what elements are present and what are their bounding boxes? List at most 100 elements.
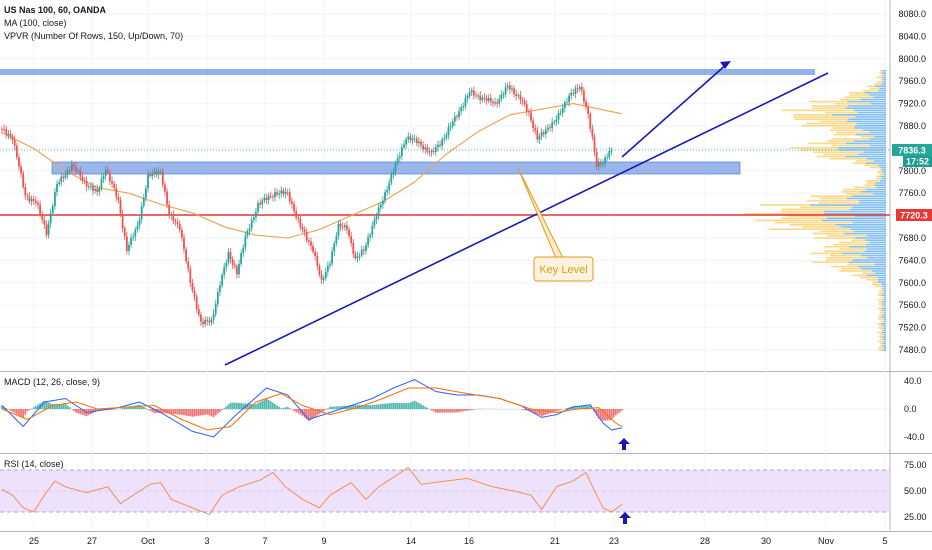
macd-hist-down bbox=[187, 409, 190, 416]
date-tick-label: 25 bbox=[29, 536, 39, 546]
macd-hist-down bbox=[312, 409, 314, 419]
candle-down bbox=[519, 95, 522, 101]
volume-bar-down bbox=[841, 191, 861, 193]
candle-down bbox=[149, 174, 152, 176]
volume-bar-down bbox=[832, 127, 855, 129]
macd-hist-down bbox=[79, 409, 82, 415]
volume-bar-up bbox=[864, 92, 886, 94]
volume-bar-down bbox=[781, 109, 854, 112]
rsi-legend[interactable]: RSI (14, close) bbox=[4, 459, 64, 470]
macd-hist-down bbox=[530, 409, 532, 412]
candle-down bbox=[525, 104, 528, 112]
macd-hist-up bbox=[589, 405, 592, 410]
candle-down bbox=[593, 136, 596, 152]
vpvr-legend[interactable]: VPVR (Number Of Rows, 150, Up/Down, 70) bbox=[4, 31, 183, 42]
candle-up bbox=[392, 171, 395, 175]
candle-up bbox=[481, 97, 484, 101]
candle-up bbox=[100, 179, 103, 189]
macd-hist-up bbox=[233, 402, 236, 410]
macd-hist-up bbox=[424, 406, 427, 410]
candle-up bbox=[56, 183, 58, 193]
macd-hist-up bbox=[388, 403, 391, 410]
volume-bar-down bbox=[878, 294, 882, 296]
vpvr-indicator-label: VPVR (Number Of Rows, 150, Up/Down, 70) bbox=[4, 31, 184, 41]
volume-bar-up bbox=[845, 107, 886, 109]
volume-bar-down bbox=[820, 120, 847, 123]
price-tick-label: 7640.0 bbox=[898, 255, 926, 265]
candle-down bbox=[233, 264, 236, 267]
projection-arrow-line[interactable] bbox=[621, 62, 729, 158]
candle-down bbox=[229, 252, 232, 260]
volume-bar-up bbox=[858, 199, 886, 202]
volume-bar-up bbox=[882, 303, 886, 305]
macd-hist-down bbox=[462, 409, 465, 412]
macd-hist-up bbox=[62, 403, 65, 410]
macd-hist-up bbox=[271, 402, 274, 410]
macd-hist-down bbox=[449, 409, 452, 413]
macd-hist-down bbox=[147, 409, 149, 410]
volume-bar-down bbox=[872, 283, 881, 285]
candle-up bbox=[517, 95, 520, 97]
candle-down bbox=[599, 162, 602, 165]
price-tick-label: 7960.0 bbox=[898, 76, 926, 86]
macd-hist-up bbox=[280, 408, 283, 410]
macd-hist-up bbox=[276, 405, 278, 410]
macd-hist-up bbox=[136, 405, 139, 410]
volume-bar-down bbox=[839, 248, 868, 250]
volume-bar-up bbox=[876, 186, 886, 189]
ascending-trendline[interactable] bbox=[224, 72, 829, 366]
volume-bar-down bbox=[879, 301, 883, 303]
candle-up bbox=[555, 119, 558, 123]
volume-bar-up bbox=[881, 285, 886, 288]
macd-hist-up bbox=[144, 408, 147, 410]
volume-bar-down bbox=[793, 114, 833, 116]
volume-bar-up bbox=[852, 206, 886, 208]
volume-bar-up bbox=[882, 287, 886, 290]
macd-hist-down bbox=[206, 409, 209, 415]
candle-down bbox=[43, 219, 46, 225]
volume-bar-down bbox=[876, 76, 883, 79]
candle-down bbox=[18, 157, 20, 167]
macd-hist-down bbox=[555, 409, 558, 412]
macd-hist-up bbox=[426, 407, 429, 410]
candle-up bbox=[326, 265, 329, 272]
candle-up bbox=[157, 171, 160, 175]
candle-down bbox=[589, 113, 592, 129]
volume-bar-up bbox=[862, 129, 886, 131]
volume-bar-down bbox=[768, 228, 851, 230]
ma-indicator-label: MA (100, close) bbox=[4, 18, 67, 28]
macd-hist-up bbox=[574, 406, 577, 410]
callout-box[interactable] bbox=[533, 256, 594, 282]
volume-bar-down bbox=[832, 144, 870, 147]
volume-bar-down bbox=[787, 215, 855, 217]
macd-hist-up bbox=[130, 406, 132, 410]
candle-up bbox=[394, 163, 397, 172]
macd-hist-down bbox=[602, 409, 604, 421]
volume-bar-up bbox=[877, 276, 886, 279]
candle-down bbox=[85, 180, 88, 187]
macd-hist-up bbox=[420, 404, 422, 410]
price-tick-label: 7920.0 bbox=[898, 99, 926, 109]
volume-bar-up bbox=[869, 138, 886, 140]
volume-bar-up bbox=[835, 224, 886, 226]
volume-bar-up bbox=[881, 72, 886, 74]
time-axis[interactable]: 25 27 Oct 3 7 9 14 16 21 23 28 30 Nov 5 bbox=[29, 536, 888, 546]
candle-down bbox=[310, 241, 312, 246]
macd-hist-up bbox=[56, 404, 58, 410]
ma-legend[interactable]: MA (100, close) bbox=[4, 18, 67, 29]
price-tick-label: 7520.0 bbox=[898, 323, 926, 333]
macd-hist-up bbox=[278, 406, 281, 410]
price-axis[interactable]: 8080.08040.08000.07960.07920.07880.07840… bbox=[898, 9, 926, 522]
macd-indicator-label: MACD (12, 26, close, 9) bbox=[4, 377, 101, 387]
candle-down bbox=[362, 249, 365, 251]
candle-down bbox=[180, 229, 183, 238]
volume-bar-down bbox=[795, 118, 849, 120]
symbol-legend[interactable]: US Nas 100, 60, OANDA bbox=[4, 5, 106, 16]
candlesticks bbox=[1, 81, 613, 328]
candle-down bbox=[119, 199, 122, 215]
volume-bar-down bbox=[856, 160, 875, 162]
candle-up bbox=[54, 192, 56, 207]
macd-legend[interactable]: MACD (12, 26, close, 9) bbox=[4, 377, 100, 388]
candle-down bbox=[45, 224, 48, 236]
resistance-zone[interactable] bbox=[0, 69, 815, 75]
